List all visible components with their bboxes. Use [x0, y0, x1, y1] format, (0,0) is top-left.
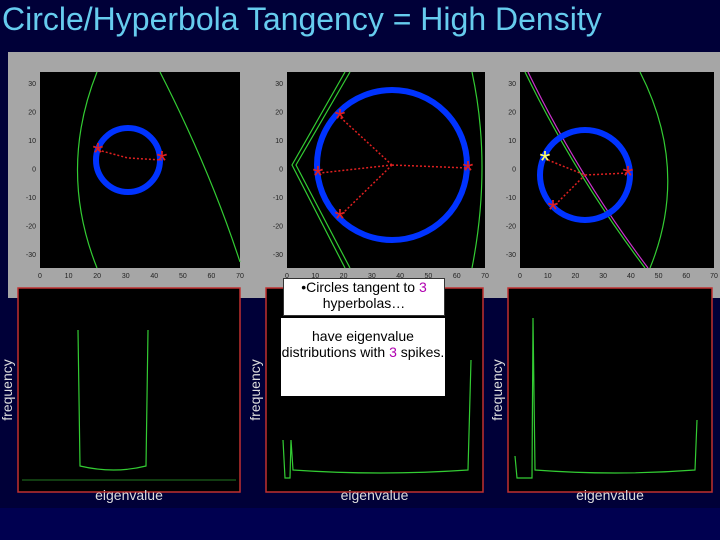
tangent-points: * * * * * * * * *	[93, 103, 634, 234]
callout-text: spikes.	[396, 344, 445, 360]
x-tick-label: 30	[368, 273, 376, 280]
y-tick-label: 20	[508, 110, 516, 117]
x-tick-label: 0	[285, 273, 289, 280]
x-tick-label: 40	[150, 273, 158, 280]
dotted-line	[547, 159, 629, 208]
y-tick-label: -20	[506, 224, 516, 231]
callout-number: 3	[418, 279, 427, 295]
y-tick-label: 30	[508, 81, 516, 88]
plot-area	[17, 287, 241, 493]
y-tick-label: 0	[32, 167, 36, 174]
asterisk: *	[313, 160, 324, 191]
circle	[537, 127, 633, 223]
y-tick-label: -30	[26, 252, 36, 259]
asterisk: *	[157, 145, 168, 176]
y-axis-label: frequency	[489, 359, 505, 420]
spectrum	[77, 329, 149, 471]
asterisk: *	[335, 103, 346, 134]
x-tick-label: 50	[179, 273, 187, 280]
x-tick-label: 40	[627, 273, 635, 280]
plot-area	[507, 287, 713, 493]
x-axis-label: eigenvalue	[95, 487, 163, 503]
x-tick-label: 70	[710, 273, 718, 280]
x-tick-label: 30	[599, 273, 607, 280]
x-tick-label: 60	[453, 273, 461, 280]
y-tick-label: -20	[273, 224, 283, 231]
y-tick-label: 0	[279, 167, 283, 174]
dotted-line	[97, 149, 163, 161]
callout-text: •Circles tangent to	[301, 279, 419, 295]
x-tick-label: 50	[425, 273, 433, 280]
circle	[314, 87, 470, 243]
plot-area	[40, 72, 240, 268]
x-tick-label: 60	[208, 273, 216, 280]
x-tick-label: 10	[311, 273, 319, 280]
y-tick-label: 0	[512, 167, 516, 174]
footer-band	[0, 508, 720, 540]
x-tick-label: 20	[572, 273, 580, 280]
hyperbola	[291, 71, 351, 269]
callout-number: 3	[389, 344, 397, 360]
top-plots	[40, 71, 714, 269]
circle	[93, 125, 163, 195]
x-axis-label: eigenvalue	[576, 487, 644, 503]
y-tick-label: 10	[28, 138, 36, 145]
y-tick-label: -30	[273, 252, 283, 259]
spectrum	[282, 359, 472, 479]
x-axis-label: eigenvalue	[341, 487, 409, 503]
y-tick-label: -10	[26, 195, 36, 202]
hyperbola	[76, 71, 98, 269]
asterisk: *	[540, 145, 551, 176]
x-tick-label: 20	[340, 273, 348, 280]
x-tick-label: 40	[396, 273, 404, 280]
x-tick-label: 30	[122, 273, 130, 280]
x-tick-label: 70	[236, 273, 244, 280]
callout: •Circles tangent to 3 hyperbolas…	[283, 278, 445, 316]
y-tick-label: -20	[26, 224, 36, 231]
hyperbola	[471, 71, 483, 269]
y-axis-label: frequency	[0, 359, 15, 420]
slide-title: Circle/Hyperbola Tangency = High Density	[2, 1, 602, 37]
x-tick-label: 0	[518, 273, 522, 280]
asterisk: *	[335, 203, 346, 234]
callout-text: have eigenvalue distributions with	[281, 328, 414, 360]
y-tick-label: 10	[275, 138, 283, 145]
x-tick-label: 50	[655, 273, 663, 280]
x-tick-label: 70	[481, 273, 489, 280]
plot-area	[520, 72, 714, 268]
asterisk: *	[93, 137, 104, 168]
x-tick-label: 0	[38, 273, 42, 280]
spectrum	[514, 317, 698, 479]
asterisk: *	[463, 155, 474, 186]
callout-text: hyperbolas…	[322, 295, 406, 311]
y-tick-label: -10	[506, 195, 516, 202]
y-tick-label: 30	[28, 81, 36, 88]
callout: have eigenvalue distributions with 3 spi…	[281, 318, 445, 396]
y-tick-label: 20	[28, 110, 36, 117]
y-axis-label: frequency	[247, 359, 263, 420]
hyperbola	[524, 71, 646, 269]
x-tick-label: 10	[65, 273, 73, 280]
asterisk: *	[623, 160, 634, 191]
hyperbola	[159, 71, 241, 263]
x-tick-label: 60	[682, 273, 690, 280]
x-tick-label: 10	[544, 273, 552, 280]
x-tick-label: 20	[93, 273, 101, 280]
hyperbola	[527, 71, 649, 269]
y-tick-label: 30	[275, 81, 283, 88]
y-tick-label: -30	[506, 252, 516, 259]
y-tick-label: 20	[275, 110, 283, 117]
dotted-line	[319, 116, 469, 217]
y-tick-label: 10	[508, 138, 516, 145]
asterisk: *	[548, 194, 559, 225]
hyperbola	[639, 71, 669, 269]
y-tick-label: -10	[273, 195, 283, 202]
